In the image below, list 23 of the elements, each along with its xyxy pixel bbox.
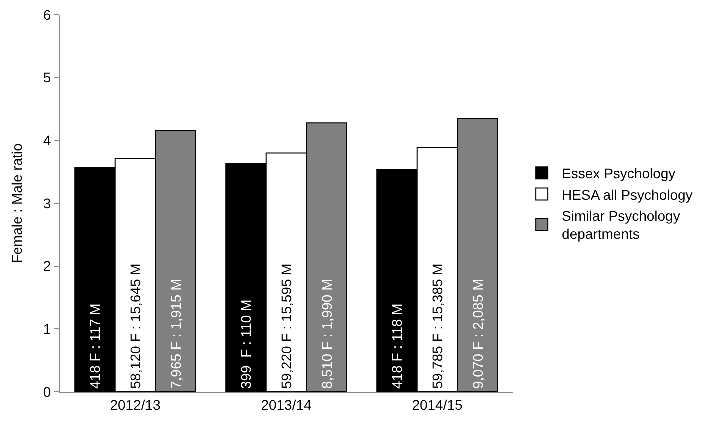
annotation: 7,965 F : 1,915 M <box>168 279 184 389</box>
y-tick-label: 3 <box>43 195 52 212</box>
annotation: 59,220 F : 15,595 M <box>278 264 294 389</box>
legend-label: HESA all Psychology <box>562 186 693 203</box>
annotation: 399 F : 110 M <box>238 300 254 389</box>
annotation: 418 F : 118 M <box>389 304 406 389</box>
legend-label: Similar Psychology departments <box>562 208 680 242</box>
annotation: 8,510 F : 1,990 M <box>318 279 335 389</box>
y-tick-label: 1 <box>43 321 52 338</box>
legend-label: Essex Psychology <box>562 166 676 182</box>
annotation: 9,070 F : 2,085 M <box>470 279 486 389</box>
x-tick-label: 2013/14 <box>261 396 312 413</box>
annotation: 59,785 F : 15,385 M <box>430 264 446 389</box>
annotation: 418 F : 117 M <box>87 304 104 389</box>
y-tick-label: 5 <box>43 70 52 86</box>
y-tick-label: 2 <box>43 258 52 274</box>
x-tick-label: 2012/13 <box>110 396 162 413</box>
annotation: 58,120 F : 15,645 M <box>128 264 144 389</box>
y-tick-label: 4 <box>43 132 52 149</box>
y-tick-label: 0 <box>43 384 52 400</box>
y-axis-title: Female : Male ratio <box>9 143 25 264</box>
x-tick-label: 2014/15 <box>412 396 464 413</box>
y-tick-label: 6 <box>43 6 52 23</box>
